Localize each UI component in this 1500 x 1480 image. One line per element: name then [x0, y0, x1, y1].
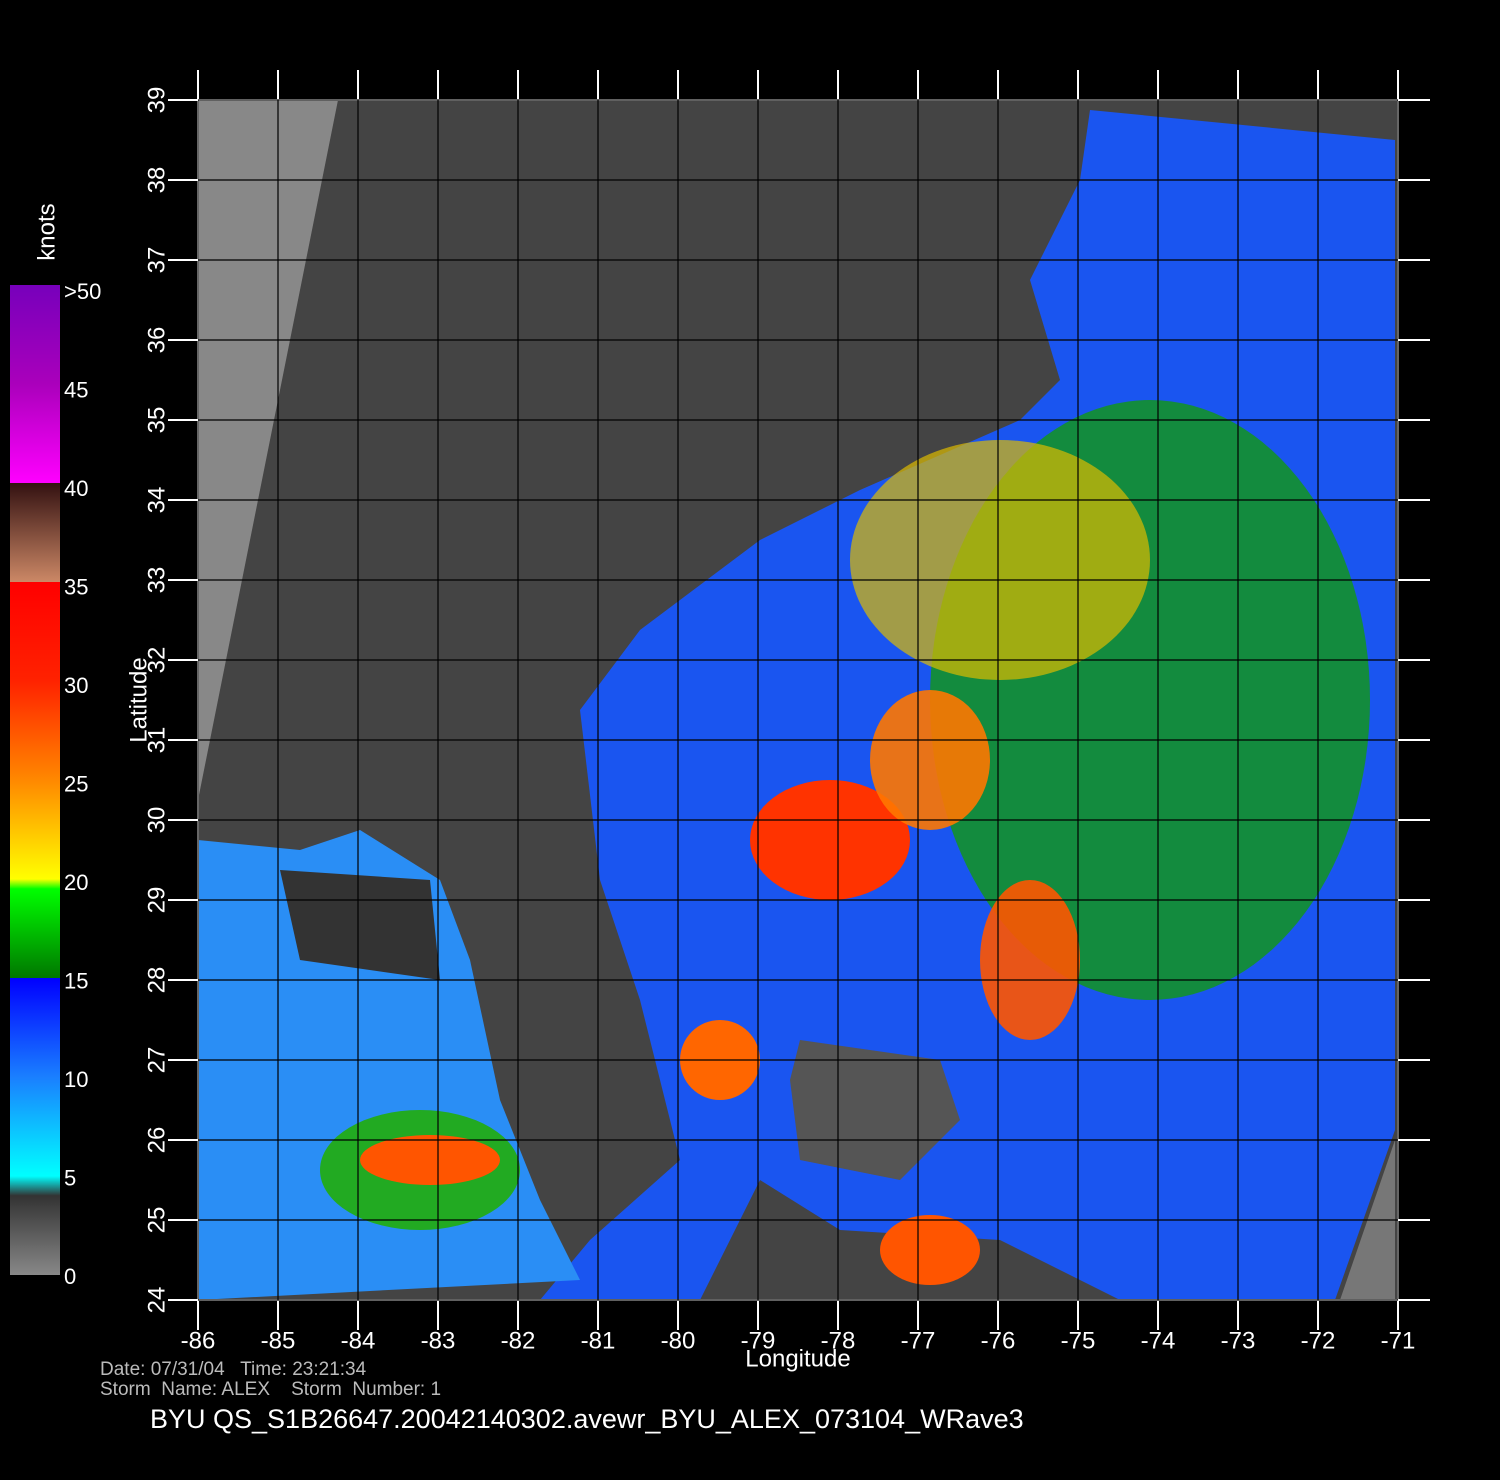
- x-tick-label: -72: [1301, 1327, 1336, 1354]
- x-tick-label: -79: [741, 1327, 776, 1354]
- colorbar-tick-label: 40: [64, 476, 88, 501]
- colorbar-tick-label: 20: [64, 870, 88, 895]
- colorbar-tick-label: 5: [64, 1165, 76, 1190]
- x-tick-label: -77: [901, 1327, 936, 1354]
- x-tick-label: -78: [821, 1327, 856, 1354]
- colorbar-tick-label: 45: [64, 377, 88, 402]
- storm-line: Storm Name: ALEX Storm Number: 1: [100, 1379, 441, 1400]
- file-title: BYU QS_S1B26647.20042140302.avewr_BYU_AL…: [150, 1404, 1024, 1434]
- y-tick-label: 37: [143, 247, 170, 274]
- y-tick-label: 30: [143, 807, 170, 834]
- x-tick-label: -74: [1141, 1327, 1176, 1354]
- x-tick-label: -76: [981, 1327, 1016, 1354]
- x-tick-label: -85: [261, 1327, 296, 1354]
- y-tick-label: 36: [143, 327, 170, 354]
- y-tick-label: 33: [143, 567, 170, 594]
- y-tick-label: 28: [143, 967, 170, 994]
- y-tick-label: 27: [143, 1047, 170, 1074]
- y-tick-label: 25: [143, 1207, 170, 1234]
- x-tick-label: -73: [1221, 1327, 1256, 1354]
- colorbar-label: knots: [33, 203, 60, 260]
- y-tick-label: 34: [143, 487, 170, 514]
- y-axis-label: Latitude: [125, 657, 152, 742]
- colorbar-tick-label: >50: [64, 279, 101, 304]
- x-tick-label: -84: [341, 1327, 376, 1354]
- date-line: Date: 07/31/04 Time: 23:21:34: [100, 1359, 367, 1380]
- x-tick-label: -81: [581, 1327, 616, 1354]
- colorbar: [10, 285, 60, 1275]
- y-tick-label: 29: [143, 887, 170, 914]
- colorbar-tick-label: 15: [64, 968, 88, 993]
- y-tick-label: 31: [143, 727, 170, 754]
- y-tick-label: 38: [143, 167, 170, 194]
- y-tick-label: 26: [143, 1127, 170, 1154]
- x-tick-label: -82: [501, 1327, 536, 1354]
- x-tick-label: -86: [181, 1327, 216, 1354]
- x-axis-label: Longitude: [745, 1345, 850, 1372]
- colorbar-tick-label: 25: [64, 771, 88, 796]
- y-tick-label: 39: [143, 87, 170, 114]
- colorbar-tick-label: 35: [64, 574, 88, 599]
- x-tick-label: -71: [1381, 1327, 1416, 1354]
- y-tick-label: 24: [143, 1287, 170, 1314]
- x-tick-label: -75: [1061, 1327, 1096, 1354]
- y-tick-label: 32: [143, 647, 170, 674]
- x-tick-label: -83: [421, 1327, 456, 1354]
- x-tick-label: -80: [661, 1327, 696, 1354]
- colorbar-tick-label: 0: [64, 1264, 76, 1289]
- colorbar-tick-label: 10: [64, 1067, 88, 1092]
- y-tick-label: 35: [143, 407, 170, 434]
- colorbar-tick-label: 30: [64, 673, 88, 698]
- wind-field: [198, 100, 1398, 1300]
